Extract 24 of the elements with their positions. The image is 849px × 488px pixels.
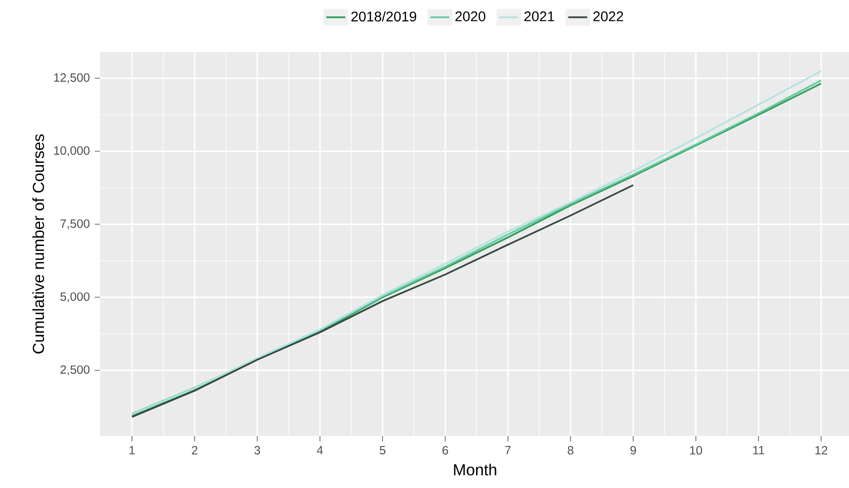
x-tick-label: 9 — [630, 446, 636, 455]
x-tick-label: 7 — [505, 446, 511, 454]
x-tick-label: 10 — [690, 446, 702, 455]
legend-label: 2022 — [593, 11, 624, 22]
y-tick-label: 10,000 — [54, 146, 90, 156]
x-tick-label: 1 — [130, 446, 135, 454]
x-tick-label: 4 — [316, 446, 323, 454]
legend-label: 2018/2019 — [351, 11, 416, 22]
y-tick-label: 5,000 — [60, 292, 90, 302]
y-tick-label: 12,500 — [54, 73, 90, 84]
y-axis-title: Cumulative number of Courses — [32, 134, 44, 354]
x-axis-title: Month — [454, 464, 496, 476]
legend-label: 2020 — [455, 11, 486, 22]
line-series — [131, 184, 634, 418]
x-tick-label: 12 — [815, 446, 828, 454]
x-tick-label: 11 — [753, 446, 764, 454]
legend-label: 2021 — [524, 11, 554, 22]
y-tick-label: 7,500 — [60, 219, 90, 230]
x-tick-label: 3 — [254, 446, 260, 455]
y-tick-label: 2,500 — [60, 365, 90, 376]
x-tick-label: 5 — [380, 446, 386, 454]
x-tick-label: 8 — [568, 446, 574, 455]
x-tick-label: 6 — [442, 446, 448, 455]
x-tick-label: 2 — [192, 446, 198, 454]
